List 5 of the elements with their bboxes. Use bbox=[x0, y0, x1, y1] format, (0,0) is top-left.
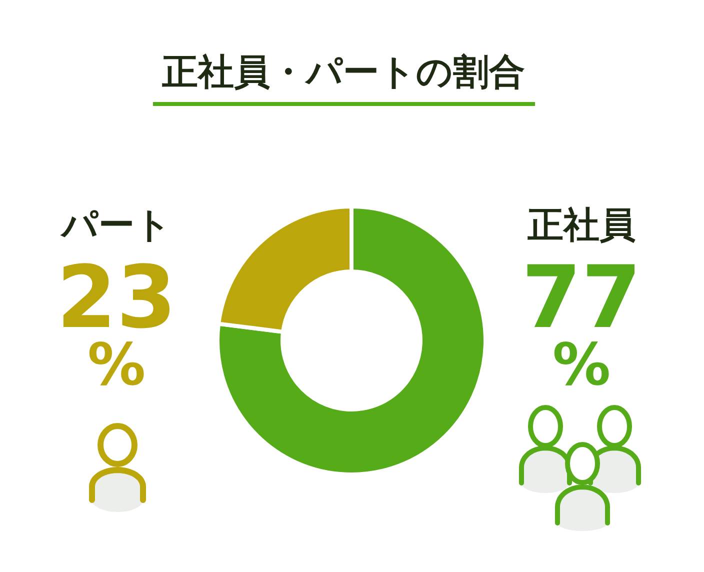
slice-label: パート bbox=[60, 205, 172, 246]
data-label: 23 % bbox=[56, 248, 176, 398]
slice-label: 正社員 bbox=[528, 205, 636, 246]
data-label: 77 % bbox=[522, 248, 642, 398]
chart-title: 正社員・パートの割合 bbox=[162, 52, 525, 93]
